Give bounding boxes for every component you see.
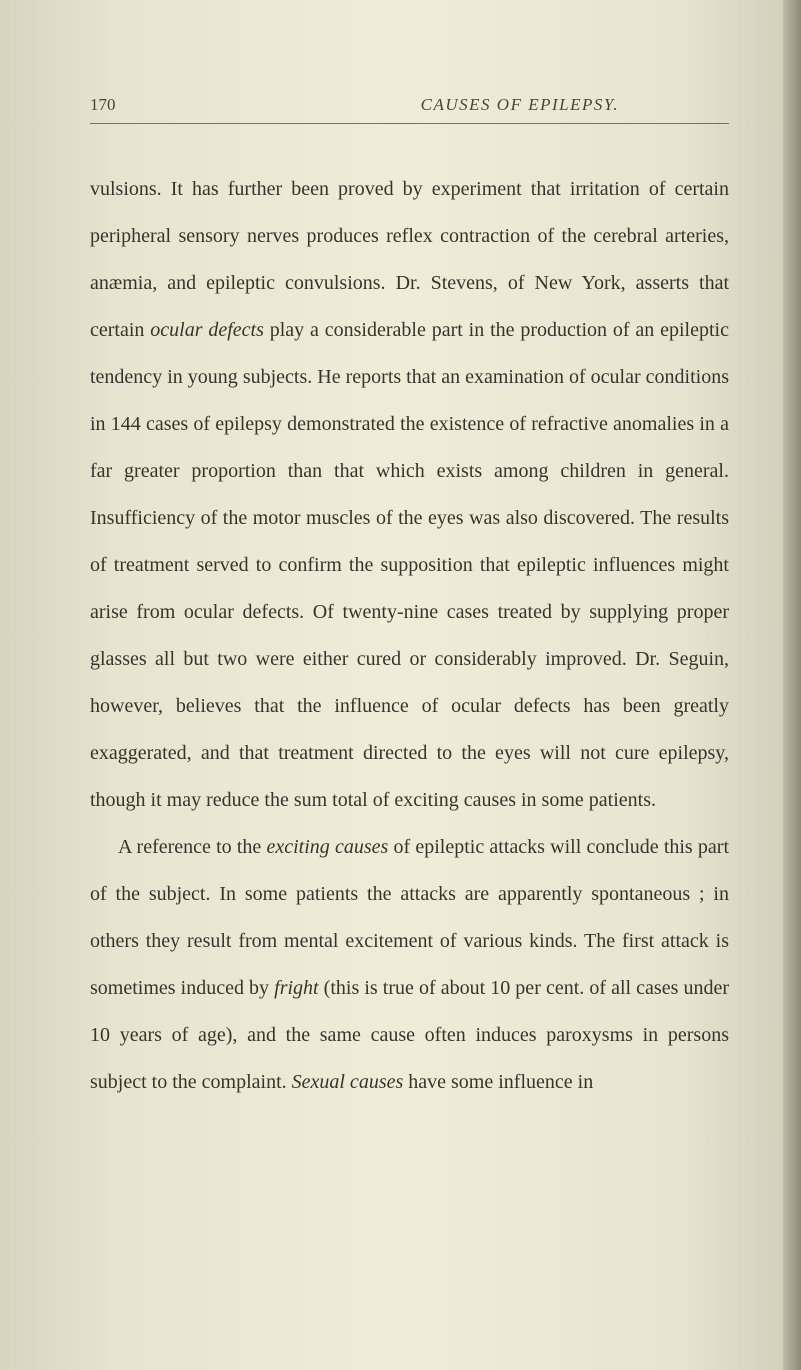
paragraph: vulsions. It has further been proved by …: [90, 166, 729, 824]
page-container: 170 CAUSES OF EPILEPSY. vulsions. It has…: [0, 0, 801, 1166]
italic-text: fright: [274, 977, 318, 999]
body-text-segment: have some influence in: [403, 1071, 593, 1093]
page-number: 170: [90, 95, 116, 115]
body-text-segment: A reference to the: [118, 836, 266, 858]
italic-text: exciting causes: [266, 836, 388, 858]
body-text-segment: vulsions. It has further been proved by …: [90, 178, 729, 341]
italic-text: Sexual causes: [292, 1071, 404, 1093]
body-text: vulsions. It has further been proved by …: [90, 166, 729, 1106]
paragraph: A reference to the exciting causes of ep…: [90, 824, 729, 1106]
page-edge-shadow: [783, 0, 801, 1370]
italic-text: ocular defects: [150, 319, 264, 341]
running-title: CAUSES OF EPILEPSY.: [421, 95, 619, 115]
page-header: 170 CAUSES OF EPILEPSY.: [90, 95, 729, 115]
body-text-segment: play a considerable part in the producti…: [90, 319, 729, 811]
header-divider: [90, 123, 729, 124]
body-text-segment: of epileptic attacks will conclude this …: [90, 836, 729, 999]
